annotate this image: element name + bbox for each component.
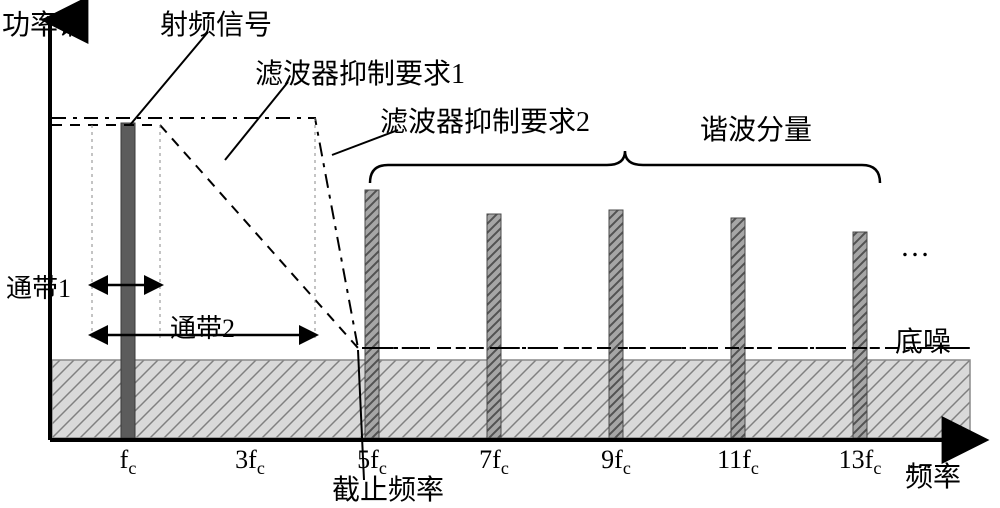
harmonics-label: 谐波分量 [700,108,812,148]
x-tick-label: fc [120,445,137,479]
x-tick-label: 7fc [479,445,509,479]
harmonic-bar [487,214,501,438]
x-tick-label: 9fc [601,445,631,479]
noise-floor-area [52,360,970,438]
x-tick-ellipsis: … [907,445,933,475]
harmonic-bar [731,218,745,438]
harmonic-bar [853,232,867,438]
y-axis-label: 功率谱 [2,3,86,43]
leader-rf [130,32,208,125]
x-tick-label: 11fc [717,445,759,479]
x-tick-label: 13fc [839,445,882,479]
diagram-root: 功率谱 频率 射频信号 滤波器抑制要求1 滤波器抑制要求2 谐波分量 通带1 通… [0,0,1000,508]
harmonic-bar [609,210,623,438]
harmonic-brace [370,151,880,183]
noise-floor-label: 底噪 [895,320,951,360]
diagram-svg [0,0,1000,508]
rf-signal-bar [121,123,135,438]
passband2-label: 通带2 [170,308,235,345]
x-tick-label: 3fc [235,445,265,479]
harmonic-bar [365,190,379,438]
leader-req1 [225,82,288,160]
filter-req1-label: 滤波器抑制要求1 [255,52,465,92]
x-tick-label: 5fc [357,445,387,479]
harmonic-ellipsis: … [900,230,930,264]
rf-signal-label: 射频信号 [160,3,272,43]
filter-req2-label: 滤波器抑制要求2 [380,100,590,140]
passband1-label: 通带1 [6,268,71,305]
cutoff-freq-label: 截止频率 [332,468,444,508]
